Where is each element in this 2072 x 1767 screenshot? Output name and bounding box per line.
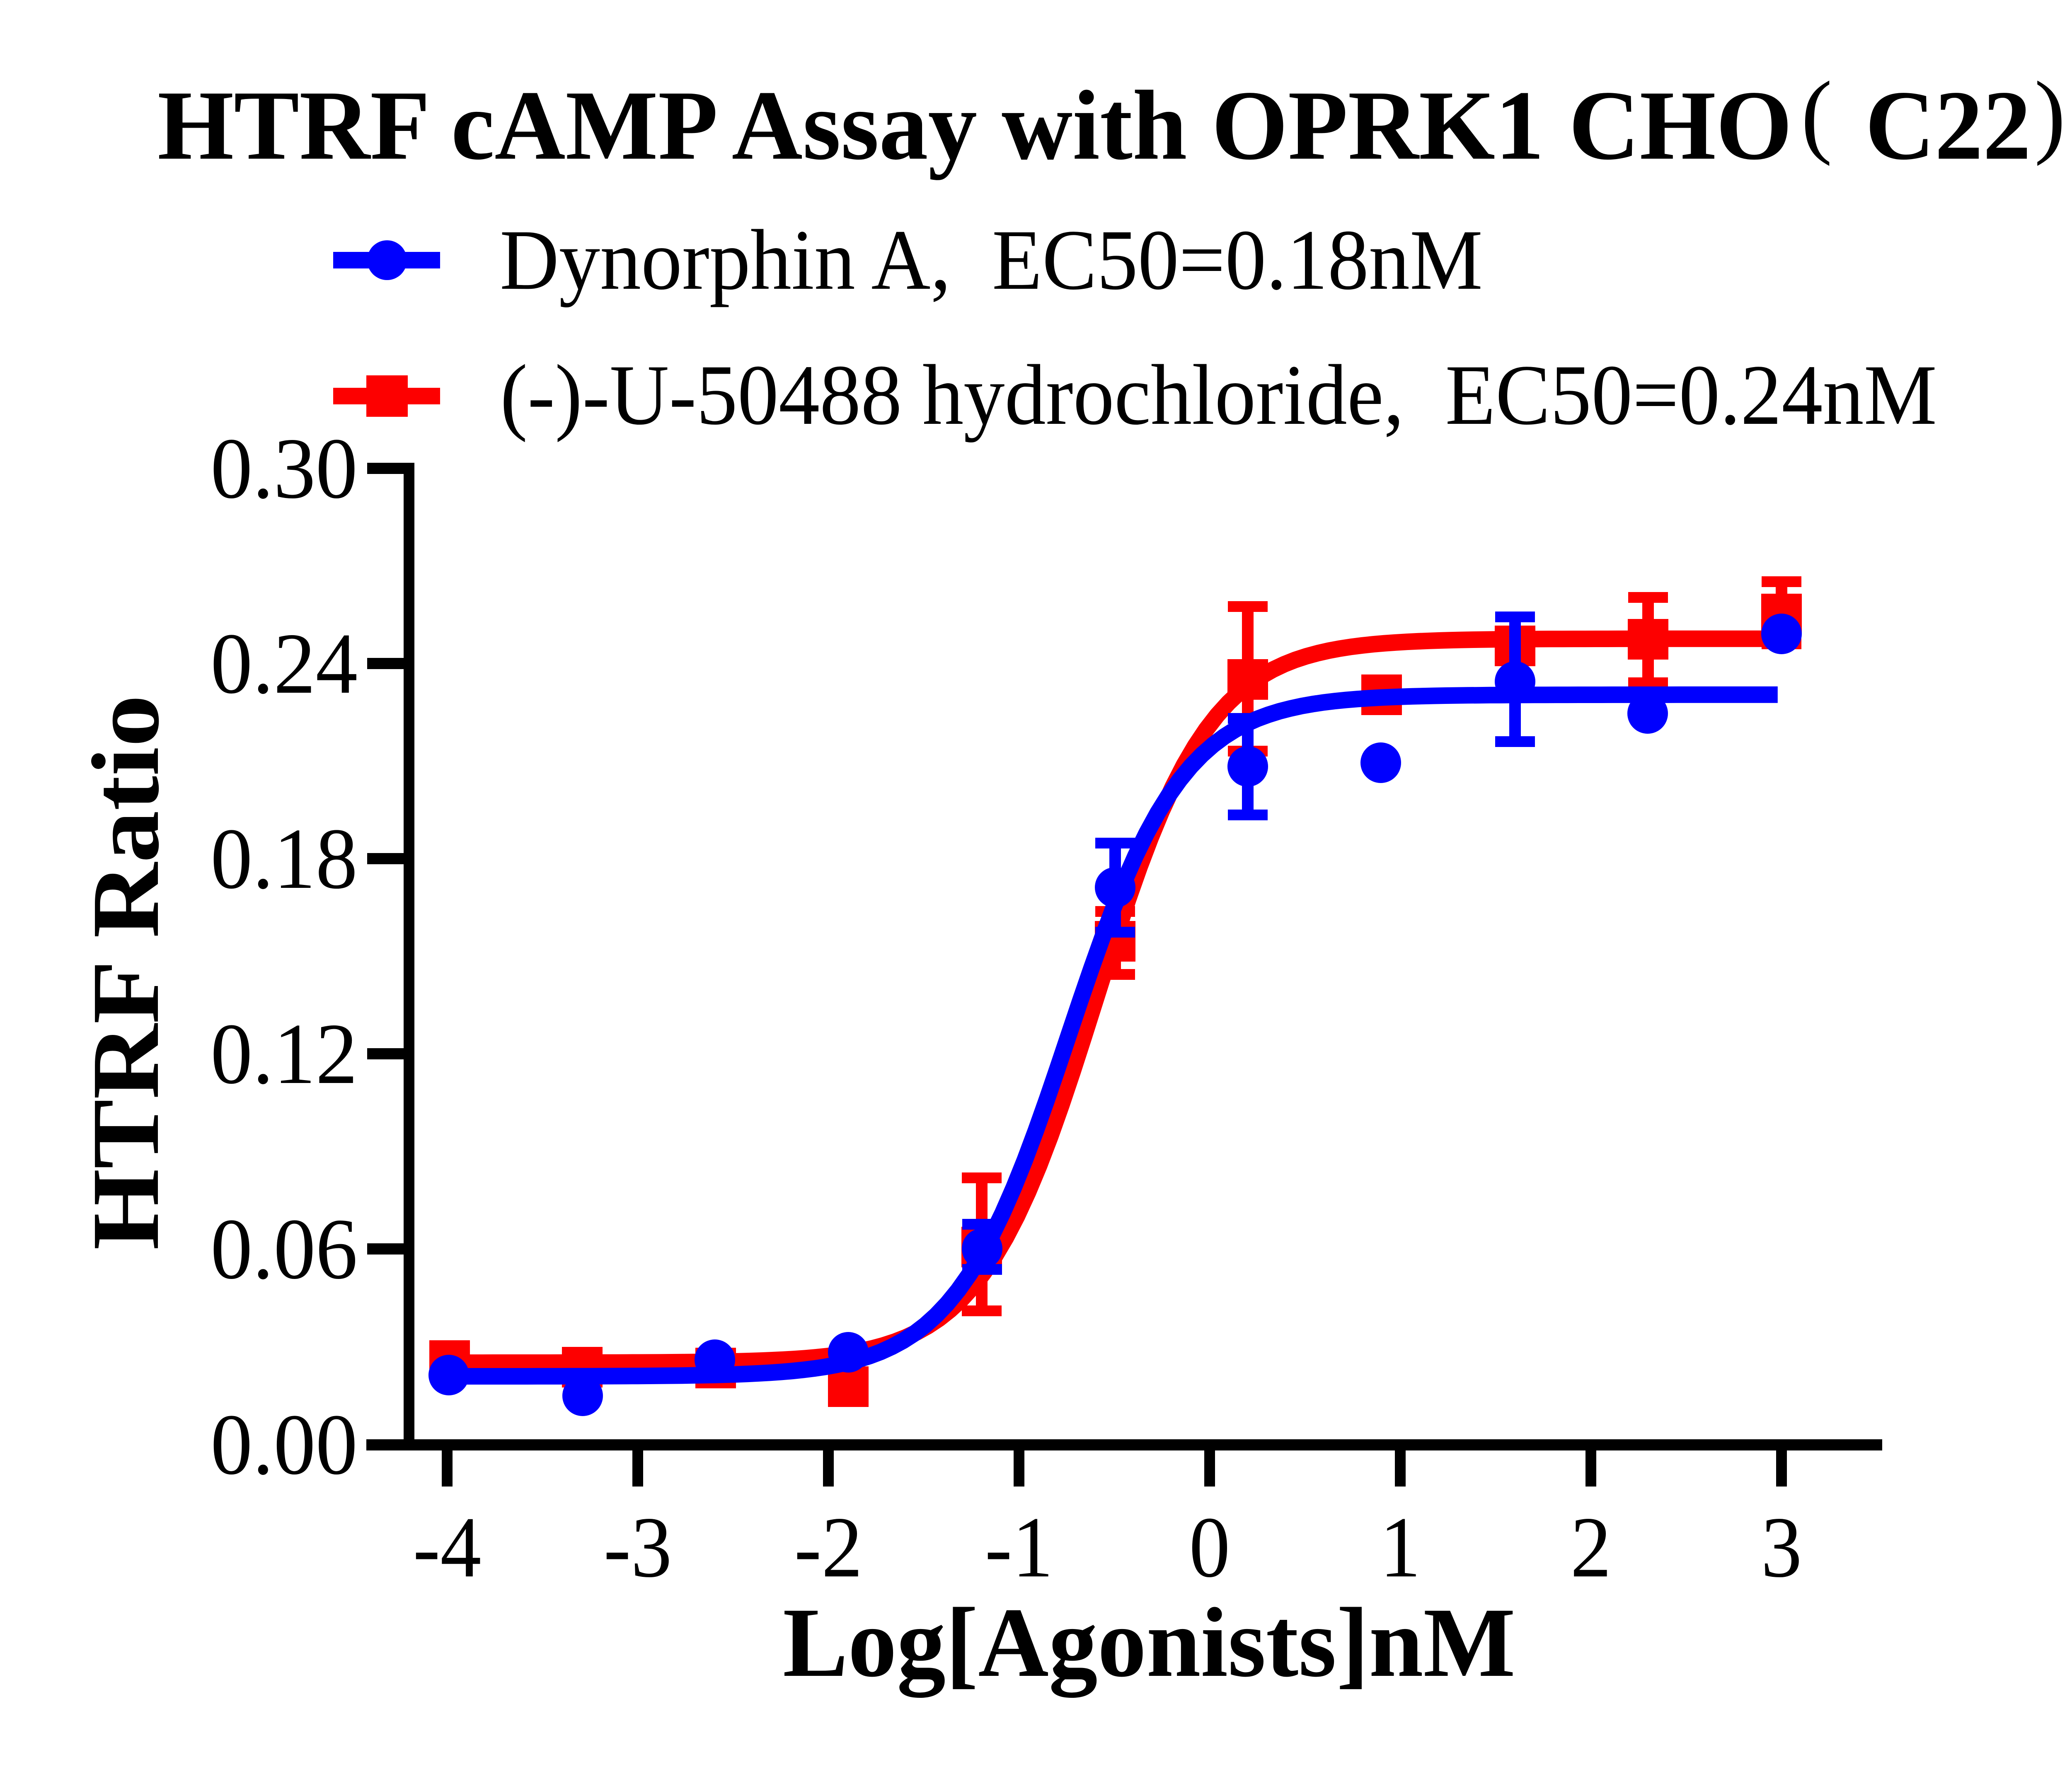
svg-text:-4: -4 xyxy=(413,1499,482,1595)
svg-text:-1: -1 xyxy=(985,1499,1053,1595)
svg-text:-3: -3 xyxy=(604,1499,672,1595)
svg-text:0.18: 0.18 xyxy=(211,811,358,907)
svg-text:(-)-U-50488 hydrochloride, EC: (-)-U-50488 hydrochloride, EC50=0.24nM xyxy=(500,347,1937,442)
svg-text:3: 3 xyxy=(1761,1499,1802,1595)
svg-text:): ) xyxy=(2034,63,2066,167)
svg-text:HTRF cAMP Assay with OPRK1 CHO: HTRF cAMP Assay with OPRK1 CHO xyxy=(157,70,1792,180)
svg-text:0.24: 0.24 xyxy=(211,616,358,712)
svg-text:-2: -2 xyxy=(794,1499,863,1595)
svg-text:0.00: 0.00 xyxy=(211,1397,358,1493)
svg-text:1: 1 xyxy=(1380,1499,1421,1595)
svg-text:2: 2 xyxy=(1571,1499,1612,1595)
svg-text:HTRF Ratio: HTRF Ratio xyxy=(73,695,179,1250)
svg-text:Dynorphin A, EC50=0.18nM: Dynorphin A, EC50=0.18nM xyxy=(500,212,1483,307)
svg-text:Log[Agonists]nM: Log[Agonists]nM xyxy=(783,1587,1515,1698)
svg-text:C22: C22 xyxy=(1865,70,2031,180)
svg-text:0.06: 0.06 xyxy=(211,1201,358,1297)
svg-text:0.12: 0.12 xyxy=(211,1006,358,1102)
svg-text:0.30: 0.30 xyxy=(211,421,358,517)
svg-text:(: ( xyxy=(1801,63,1832,167)
svg-text:0: 0 xyxy=(1189,1499,1230,1595)
